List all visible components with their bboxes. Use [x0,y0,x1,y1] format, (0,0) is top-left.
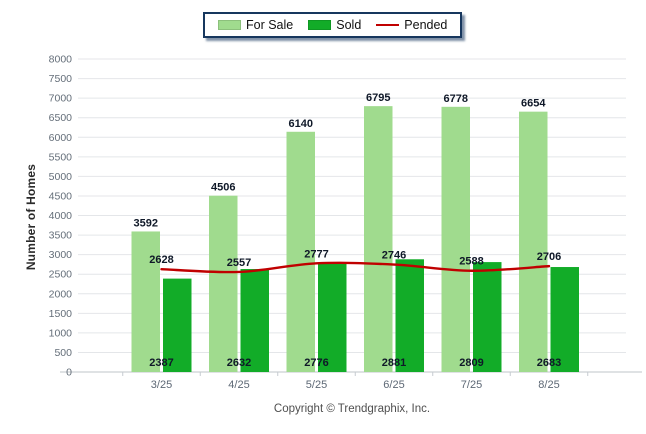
y-tick-label: 2000 [49,288,73,300]
sold-swatch-icon [308,20,332,30]
sold-value-label: 2387 [149,357,173,369]
legend-label-for-sale: For Sale [246,18,294,32]
y-tick-label: 0 [66,367,72,379]
for-sale-bar [364,106,393,372]
legend-label-pended: Pended [404,18,448,32]
sold-value-label: 2809 [459,357,483,369]
for-sale-swatch-icon [218,20,241,30]
x-tick-label: 6/25 [383,379,404,391]
x-tick-label: 7/25 [461,379,482,391]
for-sale-value-label: 6778 [444,93,468,105]
copyright-text: Copyright © Trendgraphix, Inc. [273,403,431,415]
y-tick-label: 6000 [49,132,73,144]
y-tick-label: 5000 [49,171,73,183]
y-tick-label: 3000 [49,249,73,261]
y-tick-label: 7500 [49,73,73,85]
y-tick-label: 1000 [49,327,73,339]
y-tick-label: 7000 [49,93,73,105]
sold-value-label: 2776 [304,357,328,369]
sold-value-label: 2881 [382,357,406,369]
x-tick-label: 5/25 [306,379,327,391]
y-tick-label: 5500 [49,151,73,163]
legend-item-sold: Sold [308,18,361,32]
sold-bar [550,267,579,372]
y-tick-label: 4500 [49,190,73,202]
sold-value-label: 2683 [537,357,561,369]
for-sale-bar [441,106,470,372]
pended-value-label: 2557 [227,257,251,269]
legend-item-for-sale: For Sale [218,18,293,32]
sold-value-label: 2632 [227,357,251,369]
pended-value-label: 2628 [149,254,173,266]
sold-bar [240,269,269,372]
sold-bar [395,259,424,372]
sold-bar [318,263,347,372]
y-tick-label: 1500 [49,308,73,320]
for-sale-value-label: 6795 [366,92,390,104]
y-tick-label: 8000 [49,54,73,66]
pended-line [160,261,551,274]
for-sale-bar [286,131,315,372]
for-sale-bar [131,231,160,372]
sold-bar [163,278,192,372]
for-sale-value-label: 3592 [134,217,158,229]
legend-item-pended: Pended [376,18,447,32]
for-sale-value-label: 6654 [521,98,546,110]
legend-label-sold: Sold [336,18,362,32]
pended-line-swatch-icon [376,23,400,27]
for-sale-value-label: 6140 [289,118,313,130]
x-tick-label: 3/25 [151,379,172,391]
sold-bar [473,262,502,372]
legend: For Sale Sold Pended [203,12,463,38]
y-tick-label: 6500 [49,112,73,124]
y-tick-label: 500 [54,347,72,359]
y-tick-label: 4000 [49,210,73,222]
x-tick-label: 4/25 [228,379,249,391]
x-tick-label: 8/25 [538,379,559,391]
pended-value-label: 2706 [537,251,561,263]
y-tick-label: 3500 [49,230,73,242]
pended-value-label: 2777 [304,248,328,260]
for-sale-value-label: 4506 [211,182,235,194]
for-sale-bar [519,111,548,373]
pended-value-label: 2746 [382,250,406,262]
for-sale-bar [209,195,238,372]
y-tick-label: 2500 [49,269,73,281]
pended-value-label: 2588 [459,256,483,268]
